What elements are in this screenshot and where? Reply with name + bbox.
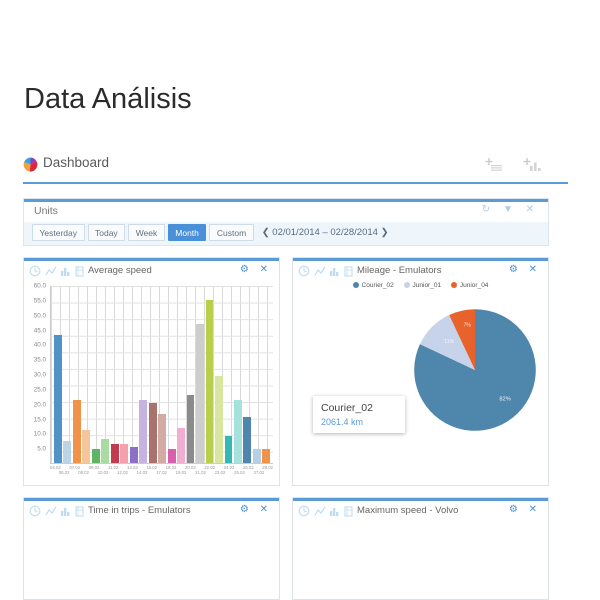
svg-text:11%: 11% — [444, 339, 454, 345]
svg-text:7%: 7% — [463, 322, 471, 328]
svg-text:82%: 82% — [499, 397, 511, 403]
